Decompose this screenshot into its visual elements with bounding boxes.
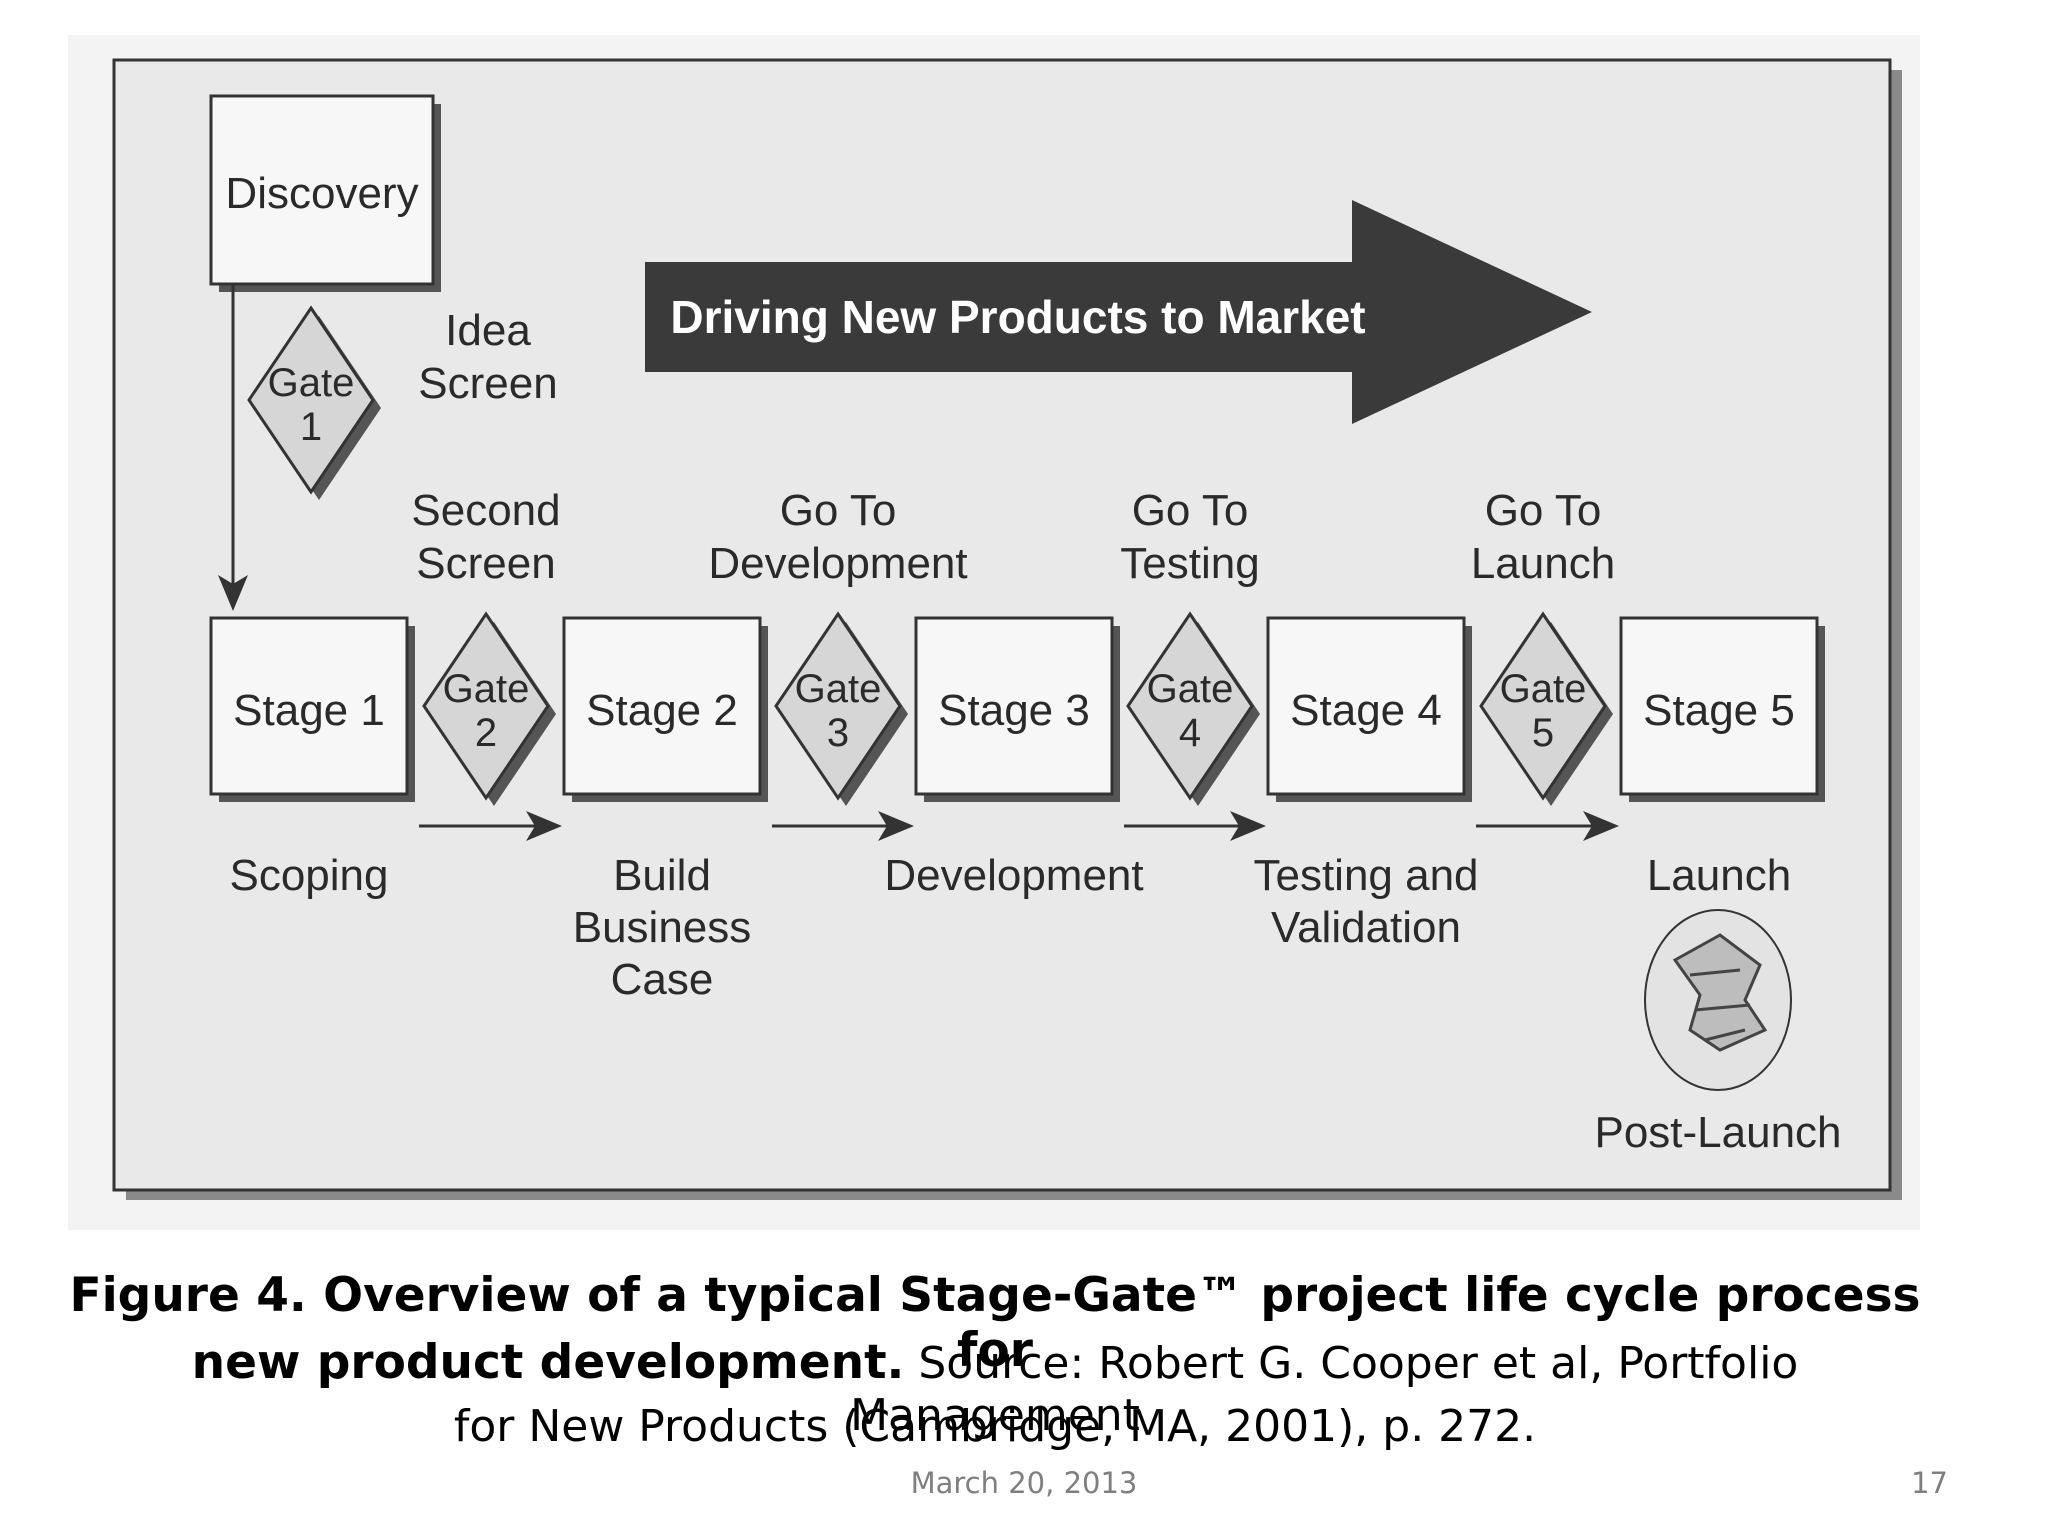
footer-date: March 20, 2013 [910, 1466, 1138, 1500]
gate-number: 4 [1179, 711, 1201, 755]
stage-name: Stage 3 [938, 686, 1090, 735]
stage-name: Stage 1 [233, 686, 385, 735]
gate-word: Gate [443, 667, 530, 711]
gate-diamond [1126, 611, 1254, 801]
post-launch-icon-shape [1672, 933, 1768, 1052]
post-launch-icon-lines [1689, 968, 1751, 1042]
stage-description: Case [611, 955, 714, 1004]
gate-label: Development [708, 539, 967, 588]
gate-number: 2 [475, 711, 497, 755]
stage-description: Validation [1271, 903, 1461, 952]
stage-description: Development [884, 851, 1143, 900]
gate-label: Second [411, 486, 560, 535]
gate-word: Gate [795, 667, 882, 711]
gate-number: 5 [1532, 711, 1554, 755]
stage-description: Scoping [229, 851, 388, 900]
banner-text: Driving New Products to Market [670, 291, 1365, 343]
gate-word: Gate [268, 361, 355, 405]
gate-diamond [422, 611, 550, 801]
gate-diamond [247, 305, 375, 495]
stage-description: Business [573, 903, 752, 952]
gate-diamond [774, 611, 902, 801]
gate-label: Go To [1132, 486, 1249, 535]
gate-number: 3 [827, 711, 849, 755]
stage-description: Build [613, 851, 711, 900]
gate-label: Go To [1485, 486, 1602, 535]
discovery-box [209, 94, 435, 286]
post-launch-label: Post-Launch [1594, 1108, 1841, 1157]
stage-box [914, 616, 1114, 796]
caption-source-part: Source: Robert G. Cooper et al, Portfoli… [850, 1338, 1799, 1441]
discovery-label: Discovery [225, 169, 418, 218]
figure-caption-line2: new product development. Source: Robert … [60, 1335, 1930, 1441]
stage-description: Launch [1647, 851, 1791, 900]
gate-label: Idea [445, 306, 531, 355]
stage-box [562, 616, 762, 796]
figure-caption-line1: Figure 4. Overview of a typical Stage-Ga… [69, 1268, 1921, 1378]
stage-box [209, 616, 409, 796]
caption-bold-part: new product development. [191, 1335, 905, 1390]
gate-label: Testing [1120, 539, 1259, 588]
gate-diamond [1479, 611, 1607, 801]
gate-label: Go To [780, 486, 897, 535]
figure-caption-line3: for New Products (Cambridge, MA, 2001), … [453, 1401, 1537, 1452]
gate-label: Screen [418, 359, 557, 408]
gate-label: Screen [416, 539, 555, 588]
gate-word: Gate [1147, 667, 1234, 711]
gate-word: Gate [1500, 667, 1587, 711]
gate-label: Launch [1471, 539, 1615, 588]
stage-name: Stage 4 [1290, 686, 1442, 735]
stage-box [1619, 616, 1819, 796]
stage-description: Testing and [1253, 851, 1478, 900]
stage-name: Stage 2 [586, 686, 738, 735]
gate-number: 1 [300, 405, 322, 449]
stage-box [1266, 616, 1466, 796]
slide-number: 17 [1911, 1466, 1948, 1500]
banner-arrow [645, 200, 1592, 424]
stage-name: Stage 5 [1643, 686, 1795, 735]
